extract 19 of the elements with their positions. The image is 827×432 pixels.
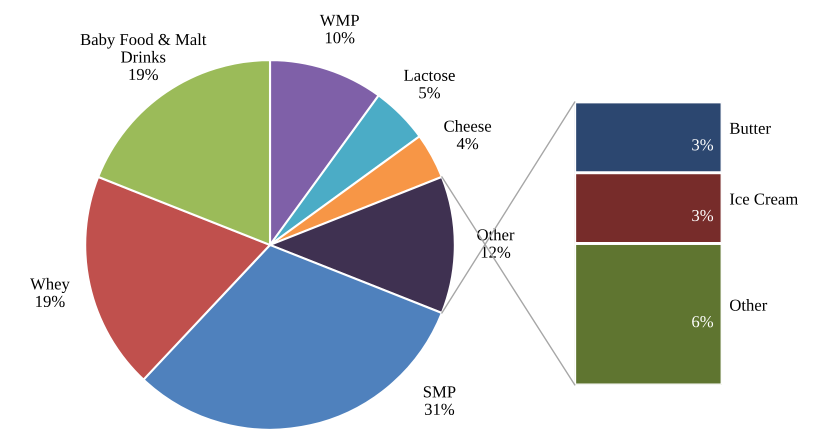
slice-label: Cheese xyxy=(444,120,492,132)
data-label: 19% xyxy=(36,296,65,308)
series-label: Other xyxy=(730,299,768,311)
data-label: 4% xyxy=(456,138,478,150)
data-label: 5% xyxy=(419,87,440,98)
slice-label: WMP xyxy=(320,14,359,26)
data-label: 19% xyxy=(129,68,158,80)
slice-label: Baby Food & Malt Drinks xyxy=(80,33,206,63)
data-label: 10% xyxy=(326,32,354,44)
data-label: 31% xyxy=(424,404,454,415)
series-label: Ice Cream xyxy=(730,193,798,205)
data-label: 3% xyxy=(692,139,714,150)
data-label: 6% xyxy=(692,316,714,328)
slice-label: Lactose xyxy=(404,70,455,81)
slice-label: Whey xyxy=(30,278,70,293)
series-label: Butter xyxy=(730,122,771,134)
slice-label: SMP xyxy=(424,386,456,398)
data-label: 3% xyxy=(692,210,714,222)
data-label: 12% xyxy=(482,246,510,258)
